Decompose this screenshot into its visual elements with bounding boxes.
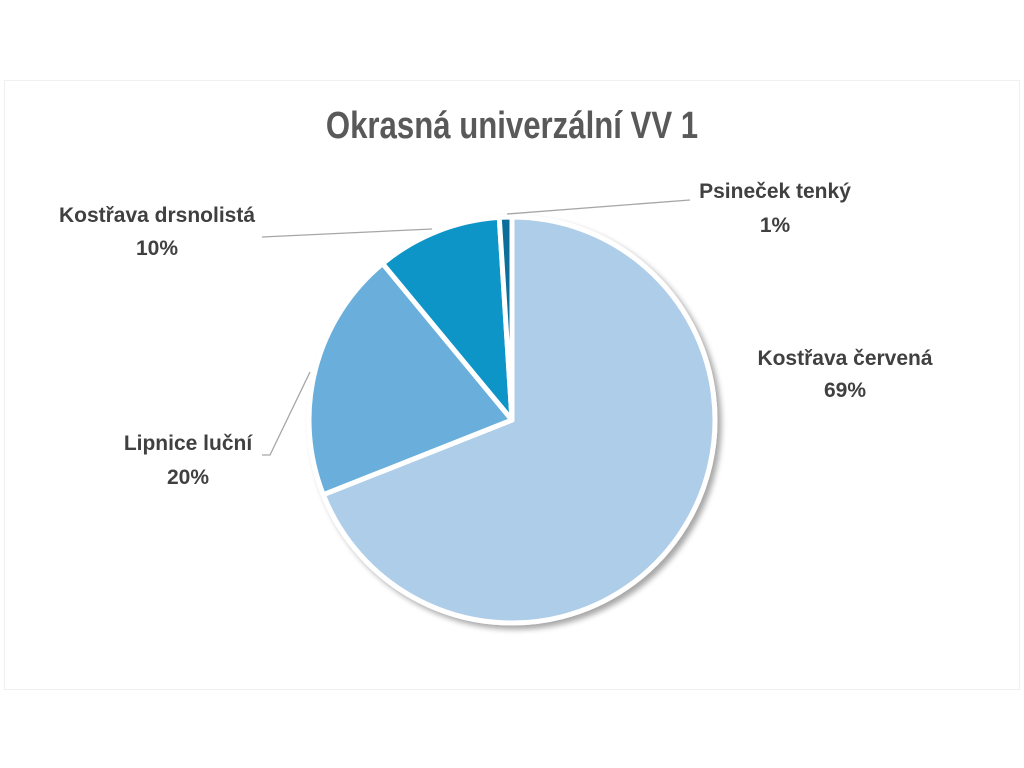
slice-value-kostrava-cervena: 69% [824, 379, 866, 402]
chart-title: Okrasná univerzální VV 1 [326, 105, 698, 147]
slice-value-lipnice-lucni: 20% [167, 466, 209, 489]
slice-label-kostrava-drsnolista: Kostřava drsnolistá [59, 204, 255, 227]
slice-label-psinecek-tenky: Psineček tenký [699, 180, 851, 203]
leader-lines [261, 199, 691, 456]
slice-label-lipnice-lucni: Lipnice luční [124, 432, 254, 455]
pie-slice-1 [306, 261, 515, 498]
pie-slice-2 [380, 214, 515, 423]
pie-slice-3 [496, 214, 515, 423]
leader-line-kostrava-drsnolista [261, 228, 433, 238]
leader-line-psinecek-tenky [506, 199, 691, 215]
pie-slices [306, 214, 718, 626]
slice-label-kostrava-cervena: Kostřava červená [757, 347, 932, 370]
slice-value-psinecek-tenky: 1% [760, 214, 791, 237]
pie-slice-0 [320, 214, 718, 626]
slice-value-kostrava-drsnolista: 10% [136, 237, 178, 260]
leader-line-lipnice-lucni [262, 371, 311, 456]
